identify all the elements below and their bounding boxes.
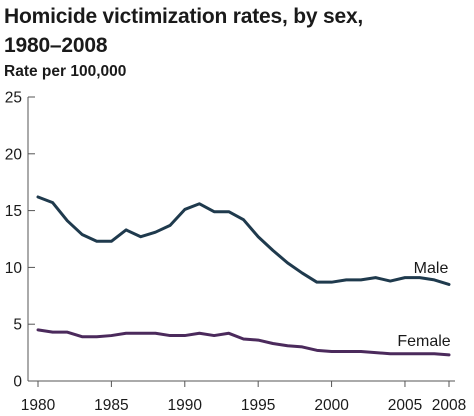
y-axis-label: Rate per 100,000 — [4, 63, 127, 80]
y-tick-label: 25 — [5, 90, 22, 107]
x-tick-label: 1980 — [21, 397, 56, 414]
y-tick-label: 10 — [5, 260, 23, 277]
chart-title-line-1: Homicide victimization rates, by sex, — [4, 5, 364, 28]
x-tick-label: 1985 — [94, 397, 128, 414]
x-tick-label: 2008 — [432, 397, 466, 414]
chart-title-line-2: 1980–2008 — [4, 34, 108, 57]
x-tick-label: 1995 — [241, 397, 275, 414]
x-tick-label: 2005 — [388, 397, 422, 414]
series-line-female — [36, 328, 451, 357]
series-line-male — [36, 195, 451, 286]
series-label-female: Female — [397, 333, 450, 350]
y-tick-label: 15 — [5, 203, 22, 220]
x-tick-label: 1990 — [168, 397, 203, 414]
chart-title: Homicide victimization rates, by sex, 19… — [4, 2, 464, 60]
series-label-male: Male — [414, 260, 449, 277]
x-tick-label: 2000 — [314, 397, 349, 414]
y-tick-label: 5 — [13, 317, 22, 334]
y-tick-label: 20 — [5, 146, 23, 163]
y-tick-label: 0 — [13, 374, 22, 391]
